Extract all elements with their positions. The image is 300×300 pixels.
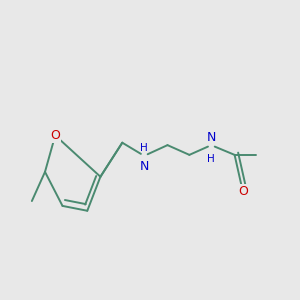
Text: O: O: [50, 129, 60, 142]
Text: H: H: [140, 143, 148, 153]
Text: H: H: [207, 154, 215, 164]
Text: N: N: [140, 160, 149, 173]
Text: N: N: [207, 131, 216, 144]
Text: O: O: [238, 185, 248, 198]
